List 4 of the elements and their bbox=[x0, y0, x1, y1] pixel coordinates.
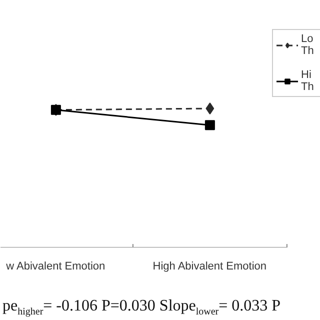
legend-label: Lo Th bbox=[301, 33, 315, 57]
x-tick-label: w Abivalent Emotion bbox=[5, 260, 106, 272]
legend-label: Hi Th bbox=[301, 69, 315, 93]
x-tick-label: High Abivalent Emotion bbox=[152, 260, 267, 272]
